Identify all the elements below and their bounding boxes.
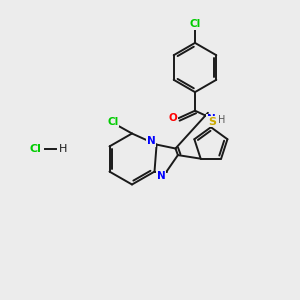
Text: N: N	[157, 171, 166, 181]
Text: H: H	[218, 115, 225, 125]
Text: S: S	[208, 117, 216, 127]
Text: N: N	[207, 114, 216, 124]
Text: Cl: Cl	[107, 116, 119, 127]
Text: O: O	[169, 113, 178, 123]
Text: Cl: Cl	[189, 19, 201, 29]
Text: N: N	[147, 136, 156, 146]
Text: H: H	[59, 143, 67, 154]
Text: Cl: Cl	[29, 143, 41, 154]
